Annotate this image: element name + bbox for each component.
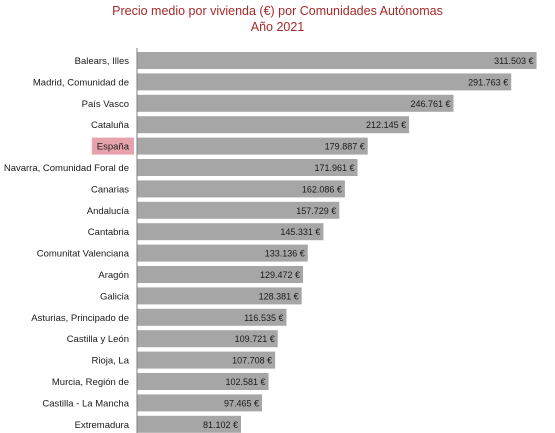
category-label: Galicia bbox=[100, 291, 130, 302]
bar bbox=[137, 180, 345, 198]
value-label: 102.581 € bbox=[226, 377, 266, 387]
category-label: España bbox=[97, 142, 130, 153]
bar bbox=[137, 52, 537, 69]
bar bbox=[137, 415, 242, 433]
value-label: 97.465 € bbox=[224, 398, 259, 408]
category-label: Asturias, Principado de bbox=[31, 313, 129, 324]
value-label: 109.721 € bbox=[235, 334, 275, 344]
bar bbox=[137, 223, 324, 241]
category-label: Rioja, La bbox=[92, 356, 130, 367]
value-label: 212.145 € bbox=[366, 120, 406, 130]
bar bbox=[137, 73, 512, 91]
bar bbox=[137, 308, 287, 326]
value-label: 311.503 € bbox=[494, 56, 533, 66]
category-label: Cantabria bbox=[88, 227, 130, 238]
value-label: 116.535 € bbox=[244, 313, 283, 323]
category-label: Andalucía bbox=[87, 206, 130, 217]
chart-title-line: Precio medio por vivienda (€) por Comuni… bbox=[112, 4, 443, 18]
value-label: 162.086 € bbox=[302, 184, 342, 194]
value-label: 133.136 € bbox=[265, 249, 305, 259]
bar bbox=[137, 330, 278, 348]
category-label: País Vasco bbox=[82, 99, 129, 110]
bar bbox=[137, 244, 308, 262]
value-label: 145.331 € bbox=[280, 227, 320, 237]
value-label: 291.763 € bbox=[468, 77, 508, 87]
highlight-label-bg bbox=[91, 137, 134, 155]
bar bbox=[137, 94, 454, 112]
bar bbox=[137, 287, 302, 305]
value-label: 179.887 € bbox=[325, 142, 365, 152]
value-label: 157.729 € bbox=[296, 206, 336, 216]
bar bbox=[137, 116, 410, 134]
category-label: Castilla y León bbox=[67, 334, 129, 345]
category-label: Cataluña bbox=[91, 120, 130, 131]
value-label: 246.761 € bbox=[410, 99, 450, 109]
bar bbox=[137, 201, 340, 219]
bar bbox=[137, 159, 358, 176]
bar bbox=[137, 266, 304, 283]
category-label: Castilla - La Mancha bbox=[42, 398, 129, 409]
category-label: Comunitat Valenciana bbox=[37, 249, 130, 260]
value-label: 171.961 € bbox=[315, 163, 355, 173]
category-label: Extremadura bbox=[75, 420, 130, 431]
category-label: Canarias bbox=[91, 184, 129, 195]
bar bbox=[137, 137, 368, 155]
category-label: Aragón bbox=[98, 270, 129, 281]
bar bbox=[137, 394, 263, 412]
bar bbox=[137, 373, 269, 390]
bar bbox=[137, 351, 276, 369]
chart-title: Precio medio por vivienda (€) por Comuni… bbox=[0, 3, 555, 35]
category-label: Murcia, Región de bbox=[52, 377, 129, 388]
chart-subtitle-line: Año 2021 bbox=[250, 20, 305, 34]
value-label: 81.102 € bbox=[203, 420, 238, 430]
category-label: Balears, Illes bbox=[75, 56, 130, 67]
value-label: 129.472 € bbox=[260, 270, 300, 280]
value-label: 128.381 € bbox=[259, 291, 299, 301]
category-label: Madrid, Comunidad de bbox=[33, 77, 129, 88]
value-label: 107.708 € bbox=[232, 356, 272, 366]
category-label: Navarra, Comunidad Foral de bbox=[4, 163, 129, 174]
